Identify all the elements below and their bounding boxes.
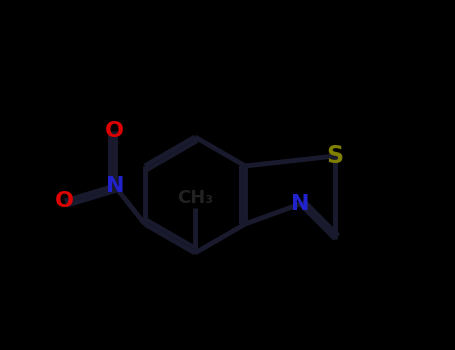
Text: N: N — [291, 194, 309, 214]
Text: CH₃: CH₃ — [177, 189, 213, 207]
Text: N: N — [106, 176, 124, 196]
Text: O: O — [105, 121, 124, 141]
Text: O: O — [55, 191, 74, 211]
Text: S: S — [327, 144, 344, 168]
